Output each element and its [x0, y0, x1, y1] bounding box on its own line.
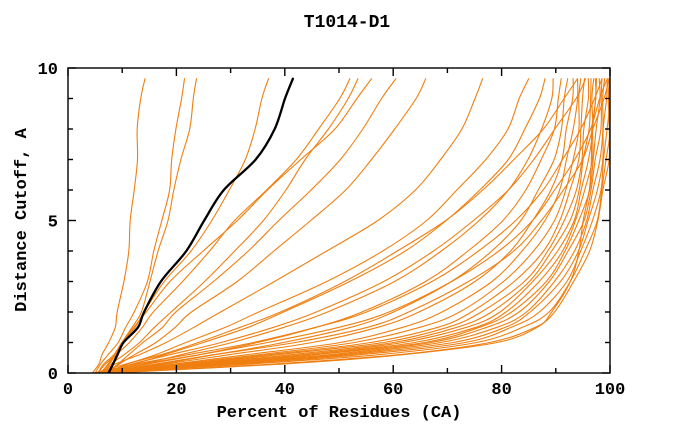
model-curve	[99, 78, 270, 373]
model-curve	[97, 78, 373, 373]
model-curve	[97, 78, 579, 373]
model-curve	[110, 78, 597, 373]
model-curve	[94, 78, 603, 373]
model-curve	[99, 78, 608, 373]
model-curve	[105, 78, 595, 373]
model-curve	[105, 78, 530, 373]
y-tick-label: 0	[48, 366, 58, 385]
model-curve	[99, 78, 484, 373]
x-axis-label: Percent of Residues (CA)	[217, 404, 462, 423]
model-curve	[105, 78, 586, 373]
model-curve	[105, 78, 606, 373]
x-tick-label: 80	[491, 381, 511, 400]
y-tick-label: 5	[48, 214, 58, 233]
model-curve	[102, 78, 574, 373]
model-curve	[102, 78, 592, 373]
x-tick-label: 0	[63, 381, 73, 400]
x-tick-label: 60	[383, 381, 403, 400]
highlighted-model-curve	[107, 77, 295, 373]
y-axis-label: Distance Cutoff, A	[13, 127, 32, 311]
model-curve	[102, 78, 587, 373]
model-curve	[102, 78, 610, 373]
model-curve	[99, 78, 590, 373]
axes-layer: 0 20 40 60 80 100 0 5 10	[38, 61, 626, 400]
model-curve	[99, 78, 601, 373]
model-curve	[105, 78, 427, 373]
y-tick-label: 10	[38, 61, 58, 80]
x-tick-label: 40	[275, 381, 295, 400]
model-curve	[99, 78, 554, 373]
model-curve	[94, 78, 186, 373]
model-curve	[94, 78, 546, 373]
model-curve	[97, 78, 198, 373]
model-curve	[94, 78, 579, 373]
model-curve	[102, 78, 603, 373]
model-curve	[105, 78, 397, 373]
model-curve	[97, 78, 608, 373]
chart-title: T1014-D1	[304, 13, 391, 33]
x-tick-label: 20	[166, 381, 186, 400]
model-curve	[91, 78, 146, 373]
model-curve	[99, 78, 610, 373]
curves-layer	[91, 77, 610, 373]
model-curve	[102, 78, 359, 373]
model-curve	[99, 78, 582, 373]
x-tick-label: 100	[595, 381, 626, 400]
